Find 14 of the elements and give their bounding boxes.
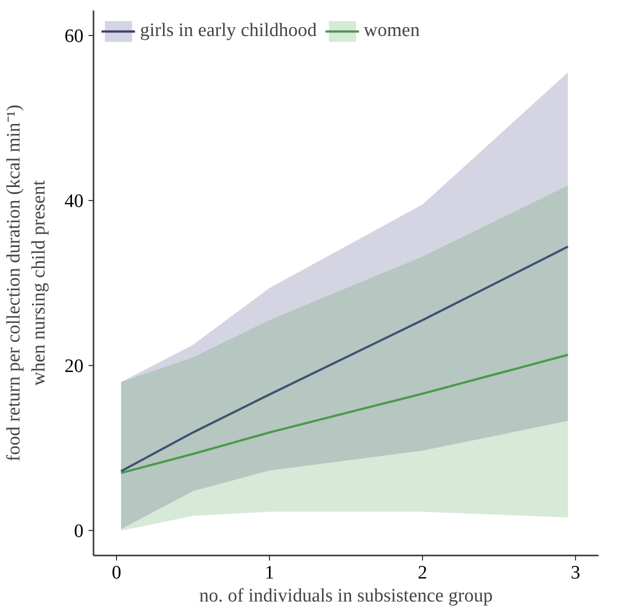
x-tick-label: 2: [418, 562, 428, 584]
legend-label: girls in early childhood: [140, 20, 317, 42]
x-tick-label: 0: [112, 562, 122, 584]
x-tick-label: 3: [570, 562, 580, 584]
y-tick-label: 20: [64, 356, 84, 378]
legend-label: women: [364, 20, 420, 42]
y-tick-label: 0: [74, 521, 84, 542]
y-tick-label: 40: [64, 190, 84, 212]
y-tick-label: 60: [64, 26, 84, 47]
line-series: [120, 354, 569, 474]
y-axis-title: food return per collection duration (kcal min⁻¹) when nursing child present: [3, 104, 50, 462]
x-axis-title: no. of individuals in subsistence group: [199, 586, 493, 606]
line-series: [120, 246, 569, 472]
x-tick-label: 1: [264, 562, 274, 584]
